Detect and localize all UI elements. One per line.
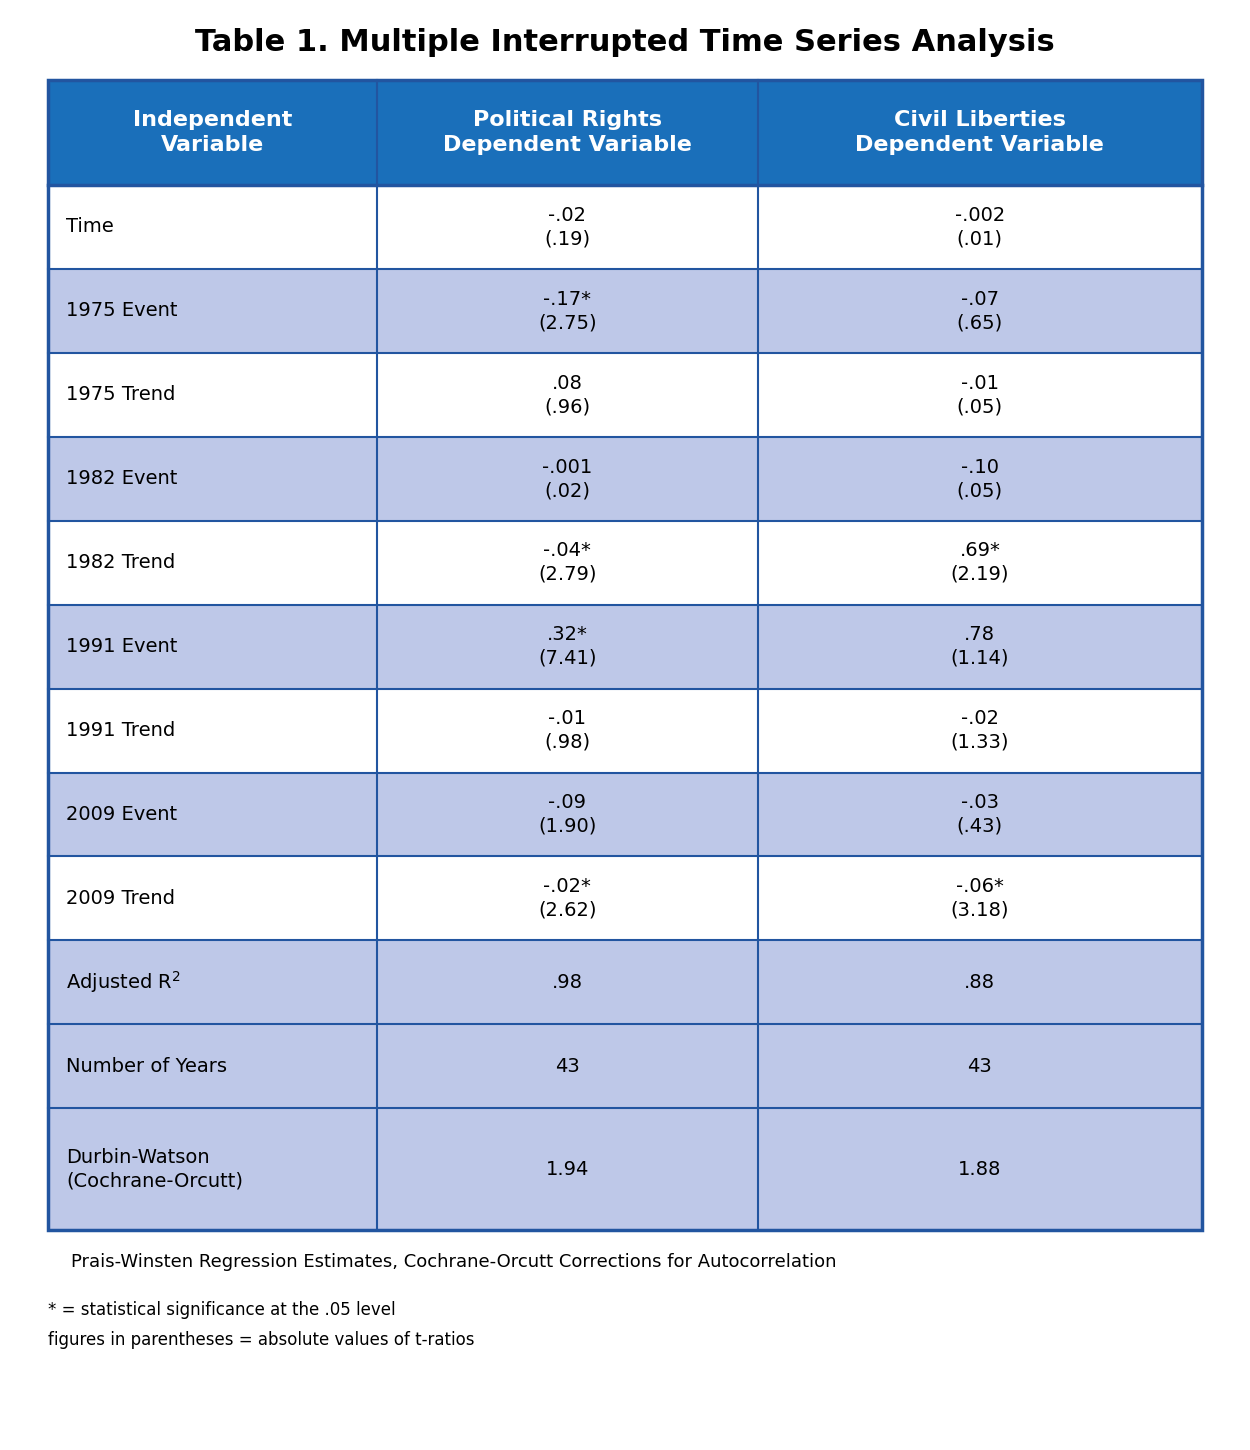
Bar — [48, 773, 1202, 857]
Text: -.002: -.002 — [955, 206, 1005, 225]
Bar — [48, 941, 1202, 1024]
Bar — [48, 1024, 1202, 1108]
Text: figures in parentheses = absolute values of t-ratios: figures in parentheses = absolute values… — [48, 1331, 475, 1349]
Bar — [48, 268, 1202, 352]
Text: 1991 Trend: 1991 Trend — [66, 721, 175, 740]
Text: * = statistical significance at the .05 level: * = statistical significance at the .05 … — [48, 1301, 395, 1320]
Text: Prais-Winsten Regression Estimates, Cochrane-Orcutt Corrections for Autocorrelat: Prais-Winsten Regression Estimates, Coch… — [48, 1253, 836, 1272]
Text: (7.41): (7.41) — [538, 650, 596, 668]
Text: 1991 Event: 1991 Event — [66, 637, 178, 657]
Text: .08: .08 — [551, 374, 582, 393]
Text: Political Rights
Dependent Variable: Political Rights Dependent Variable — [442, 110, 691, 155]
Text: Adjusted R$^2$: Adjusted R$^2$ — [66, 970, 181, 995]
Text: 1.88: 1.88 — [959, 1160, 1001, 1179]
Text: 1.94: 1.94 — [545, 1160, 589, 1179]
Text: (.19): (.19) — [544, 229, 590, 248]
Text: (.02): (.02) — [544, 481, 590, 500]
Text: .69*: .69* — [960, 541, 1000, 561]
Bar — [48, 605, 1202, 689]
Text: 2009 Event: 2009 Event — [66, 805, 178, 824]
Text: Time: Time — [66, 218, 114, 236]
Text: -.01: -.01 — [961, 374, 999, 393]
Bar — [48, 80, 1202, 1230]
Text: (.43): (.43) — [956, 816, 1002, 835]
Text: -.06*: -.06* — [956, 877, 1004, 896]
Text: (.65): (.65) — [956, 313, 1002, 332]
Text: (1.90): (1.90) — [538, 816, 596, 835]
Text: -.03: -.03 — [961, 793, 999, 812]
Text: -.04*: -.04* — [544, 541, 591, 561]
Text: (.98): (.98) — [544, 732, 590, 753]
Text: (.01): (.01) — [956, 229, 1002, 248]
Bar — [48, 689, 1202, 773]
Bar — [48, 521, 1202, 605]
Text: 43: 43 — [968, 1057, 992, 1076]
Text: -.01: -.01 — [549, 709, 586, 728]
Text: -.17*: -.17* — [544, 290, 591, 309]
Text: 2009 Trend: 2009 Trend — [66, 889, 175, 908]
Text: (2.62): (2.62) — [538, 900, 596, 919]
Text: .78: .78 — [964, 625, 995, 644]
Bar — [48, 857, 1202, 941]
Text: (3.18): (3.18) — [950, 900, 1009, 919]
Bar — [48, 80, 1202, 186]
Text: Table 1. Multiple Interrupted Time Series Analysis: Table 1. Multiple Interrupted Time Serie… — [195, 28, 1055, 57]
Text: (1.33): (1.33) — [950, 732, 1009, 753]
Text: 1982 Event: 1982 Event — [66, 470, 178, 489]
Text: Civil Liberties
Dependent Variable: Civil Liberties Dependent Variable — [855, 110, 1104, 155]
Text: Durbin-Watson
(Cochrane-Orcutt): Durbin-Watson (Cochrane-Orcutt) — [66, 1147, 243, 1190]
Text: .32*: .32* — [546, 625, 588, 644]
Text: (.96): (.96) — [544, 397, 590, 416]
Bar — [48, 186, 1202, 268]
Text: 43: 43 — [555, 1057, 580, 1076]
Text: .98: .98 — [551, 973, 582, 992]
Text: Independent
Variable: Independent Variable — [132, 110, 292, 155]
Text: 1975 Trend: 1975 Trend — [66, 386, 175, 405]
Text: -.02*: -.02* — [544, 877, 591, 896]
Bar — [48, 352, 1202, 436]
Text: 1975 Event: 1975 Event — [66, 302, 178, 320]
Text: Number of Years: Number of Years — [66, 1057, 228, 1076]
Bar — [48, 1108, 1202, 1230]
Text: -.001: -.001 — [542, 458, 592, 477]
Bar — [48, 436, 1202, 521]
Text: (2.19): (2.19) — [950, 566, 1009, 584]
Text: -.07: -.07 — [961, 290, 999, 309]
Text: (.05): (.05) — [956, 481, 1002, 500]
Text: -.10: -.10 — [961, 458, 999, 477]
Text: (1.14): (1.14) — [950, 650, 1009, 668]
Text: .88: .88 — [964, 973, 995, 992]
Text: (2.79): (2.79) — [538, 566, 596, 584]
Text: 1982 Trend: 1982 Trend — [66, 554, 175, 573]
Text: (2.75): (2.75) — [538, 313, 596, 332]
Text: -.02: -.02 — [549, 206, 586, 225]
Text: -.02: -.02 — [961, 709, 999, 728]
Text: (.05): (.05) — [956, 397, 1002, 416]
Text: -.09: -.09 — [549, 793, 586, 812]
